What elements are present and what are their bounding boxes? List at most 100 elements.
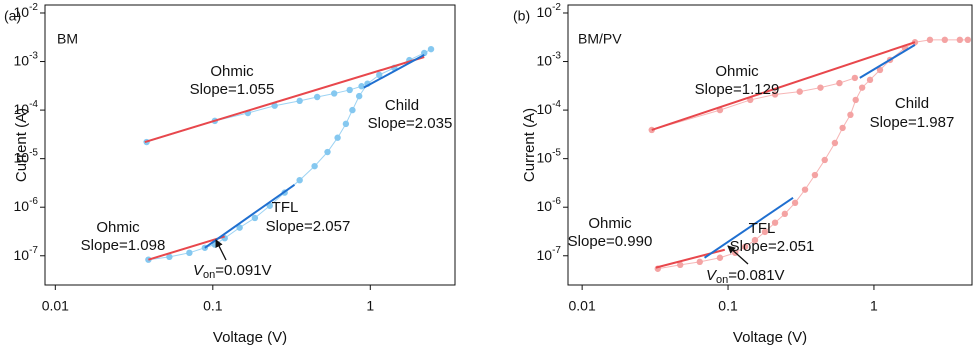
panel-label: (a): [4, 8, 21, 24]
y-axis-label: Current (A): [521, 108, 538, 182]
annotation: Slope=1.098: [81, 237, 166, 254]
onset-label: Von=0.091V: [193, 262, 272, 281]
y-tick-label: 10-5: [537, 147, 562, 165]
data-point: [771, 219, 779, 226]
annotation: Ohmic: [210, 63, 254, 80]
data-point: [741, 243, 749, 250]
onset-label-part: =0.091V: [215, 262, 271, 279]
y-tick-label: 10-3: [537, 50, 562, 68]
y-tick-label: 10-6: [537, 196, 562, 214]
annotation: Slope=1.129: [695, 81, 780, 98]
onset-arrow: [727, 245, 749, 265]
data-point: [331, 90, 338, 97]
panel-title: BM/PV: [578, 31, 622, 47]
data-point: [821, 156, 828, 164]
y-tick-label: 10-3: [14, 50, 39, 68]
y-tick-label: 10-2: [537, 2, 562, 20]
data-line: [657, 39, 968, 270]
y-tick-label: 10-4: [14, 99, 39, 117]
annotation: Ohmic: [715, 63, 759, 80]
data-point: [876, 66, 884, 74]
data-point: [358, 83, 365, 90]
y-tick-label: 10-7: [537, 244, 562, 262]
data-point: [376, 71, 383, 79]
y-tick-label: 10-2: [14, 2, 39, 20]
data-point: [791, 199, 799, 207]
onset-label-part: =0.081V: [728, 267, 784, 284]
plot-frame: [44, 4, 456, 286]
y-tick-label: 10-7: [14, 244, 39, 262]
annotation: Child: [385, 97, 419, 114]
y-tick-label: 10-5: [14, 147, 39, 165]
y-axis-label: Current (A): [13, 108, 30, 182]
data-point: [836, 79, 843, 87]
data-point: [421, 49, 428, 57]
data-point: [817, 84, 824, 91]
fit-line: [204, 183, 296, 249]
y-tick-label: 10-4: [537, 99, 562, 117]
data-point: [166, 253, 173, 261]
onset-arrow: [215, 239, 227, 261]
data-point: [781, 210, 789, 218]
data-point: [251, 214, 259, 222]
data-line: [651, 77, 856, 131]
data-point: [324, 148, 331, 156]
data-point: [355, 92, 363, 100]
data-point: [346, 86, 353, 94]
onset-label: Von=0.081V: [706, 267, 785, 286]
annotation: Slope=2.035: [368, 115, 453, 132]
data-point: [349, 106, 356, 114]
data-point: [427, 45, 435, 53]
data-point: [866, 76, 874, 84]
data-point: [858, 84, 866, 91]
data-point: [271, 102, 278, 109]
annotation: Ohmic: [96, 219, 140, 236]
fit-line: [651, 41, 916, 131]
data-point: [334, 134, 341, 141]
data-point: [342, 120, 350, 128]
data-point: [852, 96, 859, 104]
fit-line: [144, 56, 425, 143]
data-point: [956, 36, 964, 44]
data-point: [186, 249, 193, 257]
x-tick-label: 0.01: [569, 298, 596, 314]
x-tick-label: 0.01: [42, 298, 69, 314]
annotation: Slope=0.990: [568, 233, 653, 250]
onset-label-part: on: [716, 274, 728, 286]
panel-label: (b): [513, 8, 530, 24]
data-point: [296, 176, 303, 184]
plot-frame: [567, 4, 973, 286]
fit-line: [148, 235, 225, 261]
data-point: [941, 36, 949, 44]
x-tick-label: 0.1: [718, 298, 738, 314]
data-point: [839, 124, 846, 132]
data-point: [771, 91, 779, 98]
annotation: Ohmic: [588, 215, 632, 232]
fit-line: [363, 54, 425, 89]
annotation: Slope=2.051: [730, 238, 815, 255]
data-point: [313, 93, 321, 101]
data-point: [851, 74, 859, 82]
data-point: [676, 261, 684, 269]
y-tick-label: 10-6: [14, 196, 39, 214]
annotation: Slope=1.987: [870, 114, 955, 131]
data-point: [964, 36, 972, 44]
data-point: [696, 258, 703, 266]
fit-line: [859, 44, 916, 79]
fit-line: [703, 197, 794, 259]
annotation: TFL: [749, 220, 776, 237]
x-axis-label: Voltage (V): [733, 329, 807, 346]
panel-title: BM: [57, 31, 78, 47]
x-axis-label: Voltage (V): [213, 329, 287, 346]
data-point: [716, 254, 724, 261]
data-point: [831, 139, 839, 147]
x-tick-label: 1: [870, 298, 878, 314]
data-point: [796, 88, 803, 95]
data-point: [296, 97, 303, 105]
annotation: TFL: [272, 199, 299, 216]
data-point: [761, 228, 769, 236]
annotation: Child: [895, 95, 929, 112]
data-point: [311, 162, 318, 170]
data-point: [236, 224, 243, 231]
